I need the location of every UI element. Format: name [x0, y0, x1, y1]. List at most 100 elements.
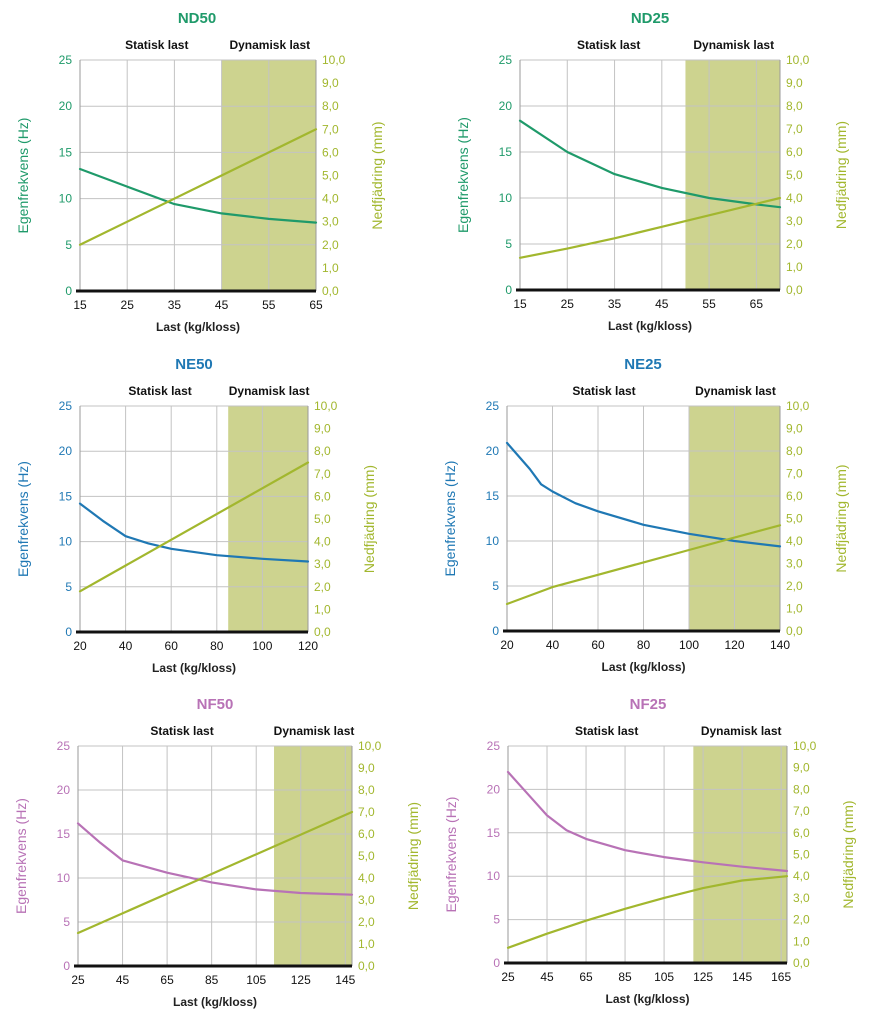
x-axis-label: Last (kg/kloss): [156, 320, 240, 334]
dynamic-load-zone: [685, 60, 780, 290]
static-load-label: Statisk last: [125, 38, 188, 52]
x-tick-label: 40: [119, 639, 133, 653]
y-right-tick-label: 0,0: [786, 283, 803, 297]
x-tick-label: 125: [693, 970, 713, 984]
series-line-egenfrekvens: [505, 441, 782, 548]
y-left-tick-label: 25: [59, 53, 73, 67]
static-load-label: Statisk last: [575, 724, 638, 738]
y-right-tick-label: 5,0: [793, 848, 810, 862]
chart-title: ND25: [631, 10, 669, 27]
x-tick-label: 65: [750, 297, 764, 311]
x-tick-label: 60: [165, 639, 179, 653]
y-left-tick-label: 25: [487, 739, 501, 753]
y-right-tick-label: 10,0: [793, 739, 817, 753]
x-tick-label: 120: [298, 639, 318, 653]
x-tick-label: 25: [561, 297, 575, 311]
y-right-tick-label: 1,0: [358, 937, 375, 951]
x-tick-label: 125: [291, 973, 311, 987]
x-tick-label: 65: [579, 970, 593, 984]
y-right-tick-label: 2,0: [322, 238, 339, 252]
y-left-tick-label: 0: [505, 283, 512, 297]
y-right-axis-label: Nedfjädring (mm): [833, 121, 849, 229]
x-tick-label: 80: [210, 639, 224, 653]
y-left-tick-label: 5: [493, 913, 500, 927]
series-line-nedfjadring: [78, 128, 318, 246]
y-left-tick-label: 5: [63, 915, 70, 929]
y-left-tick-label: 20: [499, 99, 513, 113]
y-left-tick-label: 0: [492, 624, 499, 638]
y-right-tick-label: 0,0: [793, 956, 810, 970]
x-tick-label: 65: [309, 298, 323, 312]
static-load-label: Statisk last: [577, 38, 640, 52]
chart-title: NE25: [624, 356, 662, 373]
x-tick-label: 25: [501, 970, 515, 984]
y-left-tick-label: 15: [59, 145, 73, 159]
y-left-tick-label: 0: [65, 625, 72, 639]
x-axis-label: Last (kg/kloss): [152, 661, 236, 675]
y-right-axis-label: Nedfjädring (mm): [361, 465, 377, 573]
y-right-tick-label: 0,0: [314, 625, 331, 639]
y-right-tick-label: 9,0: [793, 761, 810, 775]
chart-ne25: NE25 Statisk last Dynamisk last 0 5 10 15 20 25 0…: [442, 356, 849, 674]
y-right-tick-label: 1,0: [786, 602, 803, 616]
y-right-tick-label: 1,0: [314, 602, 331, 616]
y-left-tick-label: 10: [57, 871, 71, 885]
y-right-tick-label: 6,0: [322, 145, 339, 159]
y-right-tick-label: 5,0: [786, 168, 803, 182]
series-line-nedfjadring: [506, 875, 789, 949]
x-tick-label: 35: [608, 297, 622, 311]
x-tick-label: 40: [546, 638, 560, 652]
y-right-tick-label: 8,0: [314, 444, 331, 458]
chart-title: NF50: [197, 696, 234, 713]
y-left-tick-label: 10: [499, 191, 513, 205]
y-right-tick-label: 5,0: [358, 849, 375, 863]
x-tick-label: 120: [724, 638, 744, 652]
x-tick-label: 25: [121, 298, 135, 312]
static-load-label: Statisk last: [128, 384, 191, 398]
y-right-tick-label: 9,0: [786, 422, 803, 436]
y-right-axis-label: Nedfjädring (mm): [840, 800, 856, 908]
y-right-tick-label: 2,0: [358, 915, 375, 929]
x-axis-label: Last (kg/kloss): [608, 319, 692, 333]
y-right-tick-label: 8,0: [786, 444, 803, 458]
x-axis-label: Last (kg/kloss): [173, 995, 257, 1009]
y-right-tick-label: 4,0: [322, 192, 339, 206]
y-right-axis-label: Nedfjädring (mm): [833, 464, 849, 572]
y-right-tick-label: 3,0: [786, 214, 803, 228]
y-left-tick-label: 25: [57, 739, 71, 753]
dynamic-load-label: Dynamisk last: [229, 38, 310, 52]
y-right-tick-label: 6,0: [786, 489, 803, 503]
y-left-tick-label: 10: [486, 534, 500, 548]
x-tick-label: 25: [71, 973, 85, 987]
x-tick-label: 35: [168, 298, 182, 312]
dynamic-load-label: Dynamisk last: [274, 724, 355, 738]
chart-title: NE50: [175, 356, 213, 373]
y-left-tick-label: 0: [63, 959, 70, 973]
y-right-tick-label: 8,0: [322, 99, 339, 113]
y-left-tick-label: 15: [57, 827, 71, 841]
x-tick-label: 45: [540, 970, 554, 984]
y-right-tick-label: 6,0: [793, 826, 810, 840]
y-right-tick-label: 3,0: [793, 891, 810, 905]
x-tick-label: 65: [160, 973, 174, 987]
y-left-tick-label: 25: [486, 399, 500, 413]
dynamic-load-zone: [693, 746, 787, 963]
series-line-nedfjadring: [505, 524, 782, 606]
y-right-axis-label: Nedfjädring (mm): [405, 802, 421, 910]
static-load-label: Statisk last: [150, 724, 213, 738]
y-left-tick-label: 10: [59, 192, 73, 206]
chart-title: NF25: [630, 696, 667, 713]
y-left-tick-label: 20: [59, 444, 73, 458]
y-left-tick-label: 5: [65, 580, 72, 594]
x-tick-label: 20: [73, 639, 87, 653]
y-right-tick-label: 3,0: [322, 215, 339, 229]
dynamic-load-zone: [274, 746, 352, 966]
y-right-tick-label: 6,0: [786, 145, 803, 159]
y-right-tick-label: 10,0: [358, 739, 382, 753]
y-right-tick-label: 7,0: [786, 467, 803, 481]
chart-nd50: ND50 Statisk last Dynamisk last 0 5 10 15 20 25 0…: [15, 10, 385, 334]
x-axis-label: Last (kg/kloss): [601, 660, 685, 674]
x-tick-label: 145: [335, 973, 355, 987]
y-right-axis-label: Nedfjädring (mm): [369, 121, 385, 229]
x-tick-label: 45: [116, 973, 130, 987]
